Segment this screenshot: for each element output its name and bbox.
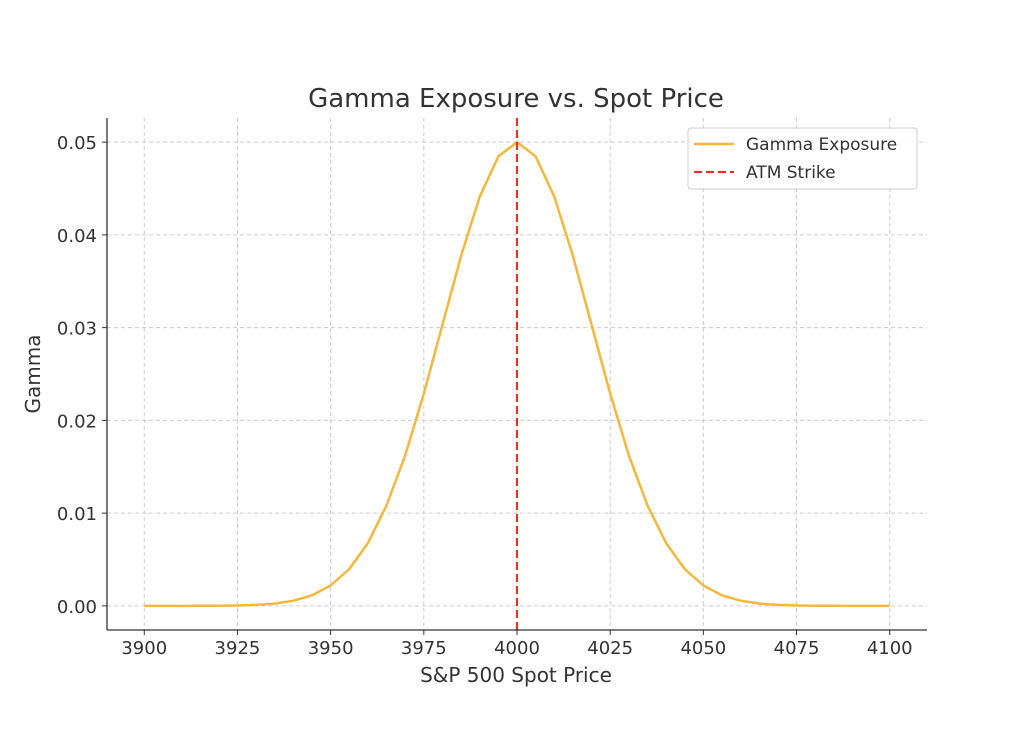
x-tick-label: 3900 [121,638,167,659]
x-tick-label: 4000 [494,638,540,659]
y-tick-label: 0.03 [57,319,97,340]
y-tick-label: 0.00 [57,597,97,618]
x-tick-label: 4100 [867,638,913,659]
x-tick-label: 3950 [308,638,354,659]
chart-title: Gamma Exposure vs. Spot Price [308,84,724,114]
y-tick-label: 0.02 [57,411,97,432]
x-tick-label: 4025 [587,638,633,659]
x-axis-label: S&P 500 Spot Price [420,663,612,687]
legend-label-atm: ATM Strike [746,163,836,183]
x-tick-label: 3975 [401,638,447,659]
y-tick-label: 0.05 [57,133,97,154]
x-tick-label: 3925 [215,638,261,659]
legend: Gamma Exposure ATM Strike [687,127,918,190]
legend-label-gamma: Gamma Exposure [746,135,897,155]
x-tick-label: 4075 [774,638,820,659]
y-tick-label: 0.04 [57,226,97,247]
y-axis-label: Gamma [21,335,45,414]
y-tick-label: 0.01 [57,504,97,525]
x-tick-label: 4050 [680,638,726,659]
